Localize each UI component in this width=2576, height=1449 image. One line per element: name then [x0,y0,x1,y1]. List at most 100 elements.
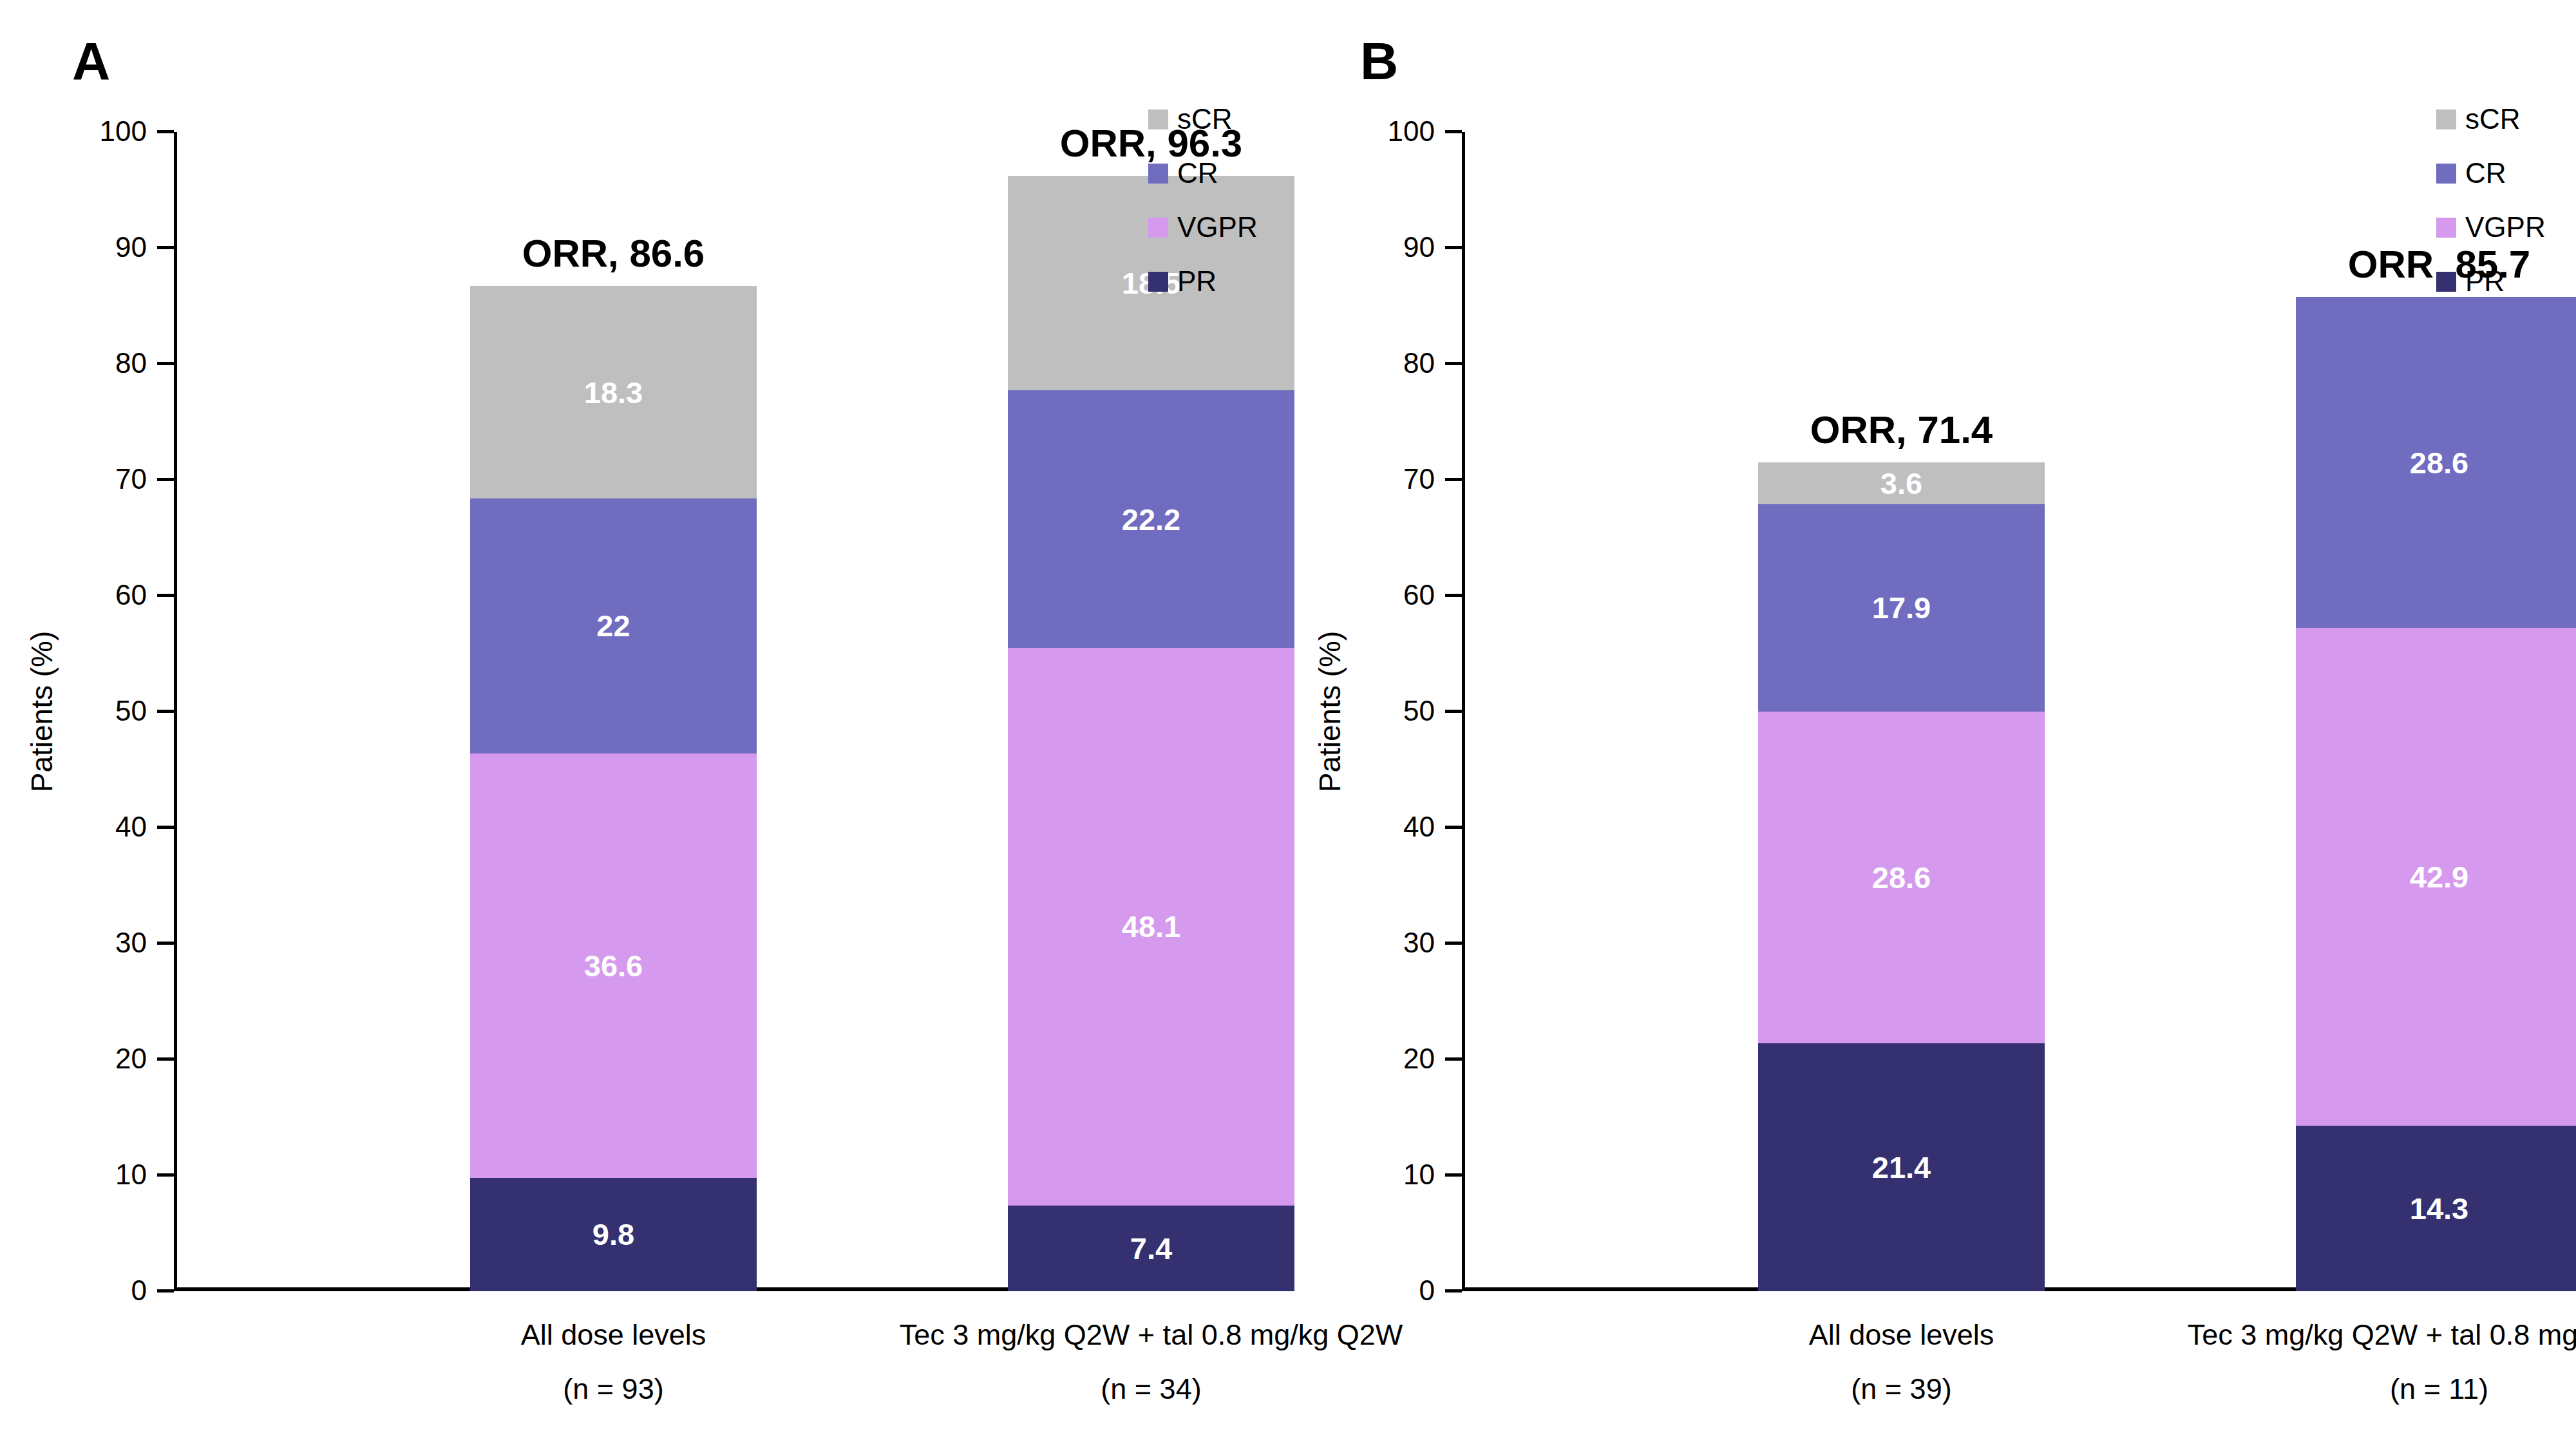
legend-swatch-icon [1148,109,1168,129]
legend-label: sCR [2465,105,2521,133]
legend-item-vgpr: VGPR [1148,213,1258,242]
legend-label: sCR [1177,105,1233,133]
legend-item-cr: CR [2436,159,2546,187]
segment-value-label: 18.3 [584,375,643,410]
segment-vgpr: 28.6 [1758,712,2045,1043]
segment-vgpr: 36.6 [470,753,757,1178]
y-tick-label: 90 [115,233,147,261]
segment-value-label: 42.9 [2410,859,2468,895]
legend-swatch-icon [2436,164,2456,184]
segment-value-label: 28.6 [1872,860,1931,895]
panel-a-plot: Patients (%) 0102030405060708090100 9.83… [174,132,1243,1291]
segment-value-label: 22.2 [1122,502,1180,537]
legend-label: CR [1177,159,1218,187]
y-tick-mark [1445,130,1462,133]
legend-item-cr: CR [1148,159,1258,187]
segment-cr: 28.6 [2296,297,2576,629]
y-tick-mark [1445,594,1462,597]
legend: sCR CR VGPR PR [1148,105,1258,321]
y-axis-title-wrap: Patients (%) [19,132,64,1291]
legend-swatch-icon [1148,164,1168,184]
y-tick-label: 80 [115,349,147,377]
legend-label: VGPR [2465,213,2546,242]
y-tick-mark [1445,478,1462,481]
y-tick-label: 70 [115,465,147,493]
y-axis-title-wrap: Patients (%) [1307,132,1352,1291]
segment-vgpr: 48.1 [1008,648,1294,1206]
y-tick-mark [1445,1057,1462,1061]
panel-a: A Patients (%) 0102030405060708090100 9.… [0,0,1288,1449]
y-tick-mark [157,594,174,597]
y-tick-mark [157,826,174,829]
y-tick-mark [157,1173,174,1177]
segment-pr: 14.3 [2296,1126,2576,1291]
y-tick-label: 30 [115,929,147,957]
segment-value-label: 9.8 [592,1217,634,1252]
legend-label: VGPR [1177,213,1258,242]
legend-item-pr: PR [2436,267,2546,296]
orr-label: ORR, 71.4 [1810,408,1993,452]
y-axis-title: Patients (%) [1312,631,1347,793]
y-tick-label: 10 [115,1160,147,1189]
y-tick-mark [157,130,174,133]
y-tick-label: 100 [100,117,147,146]
y-tick-mark [1445,362,1462,365]
segment-cr: 17.9 [1758,504,2045,712]
legend-item-pr: PR [1148,267,1258,296]
legend-swatch-icon [2436,109,2456,129]
panel-b: B Patients (%) 0102030405060708090100 21… [1288,0,2576,1449]
y-tick-label: 50 [1403,697,1435,725]
legend-swatch-icon [2436,218,2456,238]
x-category-label: Tec 3 mg/kg Q2W + tal 0.8 mg/kg Q2W (n = … [2021,1318,2576,1406]
y-tick-label: 0 [131,1276,147,1305]
legend-swatch-icon [1148,272,1168,292]
segment-pr: 7.4 [1008,1206,1294,1291]
segment-value-label: 3.6 [1880,466,1922,501]
legend-swatch-icon [1148,218,1168,238]
y-tick-mark [157,1057,174,1061]
y-tick-label: 60 [1403,581,1435,609]
y-tick-label: 10 [1403,1160,1435,1189]
y-tick-label: 50 [115,697,147,725]
figure: A Patients (%) 0102030405060708090100 9.… [0,0,2576,1449]
y-tick-label: 60 [115,581,147,609]
segment-value-label: 22 [596,608,630,643]
y-axis-title: Patients (%) [24,631,59,793]
segment-pr: 21.4 [1758,1043,2045,1291]
x-category-n: (n = 11) [2021,1372,2576,1406]
segment-scr: 18.3 [470,286,757,498]
segment-value-label: 48.1 [1122,909,1180,944]
x-category-name: Tec 3 mg/kg Q2W + tal 0.8 mg/kg Q2W [2021,1318,2576,1352]
y-tick-mark [157,1289,174,1293]
y-tick-label: 40 [1403,813,1435,841]
y-tick-mark [1445,1173,1462,1177]
y-tick-mark [1445,710,1462,713]
segment-value-label: 17.9 [1872,590,1931,625]
segment-value-label: 21.4 [1872,1150,1931,1185]
segment-vgpr: 42.9 [2296,628,2576,1125]
legend: sCR CR VGPR PR [2436,105,2546,321]
legend-label: PR [2465,267,2505,296]
panel-b-plot: Patients (%) 0102030405060708090100 21.4… [1462,132,2531,1291]
orr-label: ORR, 86.6 [522,231,705,276]
y-tick-mark [157,478,174,481]
segment-value-label: 7.4 [1130,1231,1172,1266]
legend-label: PR [1177,267,1217,296]
y-tick-mark [157,362,174,365]
stacked-bar: 21.4 28.6 17.9 3.6 ORR, 71.4 [1758,132,2045,1291]
segment-scr: 3.6 [1758,462,2045,504]
segment-pr: 9.8 [470,1178,757,1291]
segment-value-label: 36.6 [584,948,643,983]
legend-label: CR [2465,159,2506,187]
legend-swatch-icon [2436,272,2456,292]
y-tick-mark [1445,246,1462,249]
y-tick-label: 20 [1403,1045,1435,1073]
segment-value-label: 28.6 [2410,445,2468,480]
segment-cr: 22 [470,498,757,753]
stacked-bar: 9.8 36.6 22 18.3 ORR, 86.6 [470,132,757,1291]
y-tick-mark [157,710,174,713]
y-tick-mark [1445,942,1462,945]
y-tick-label: 30 [1403,929,1435,957]
legend-item-scr: sCR [1148,105,1258,133]
segment-cr: 22.2 [1008,390,1294,648]
